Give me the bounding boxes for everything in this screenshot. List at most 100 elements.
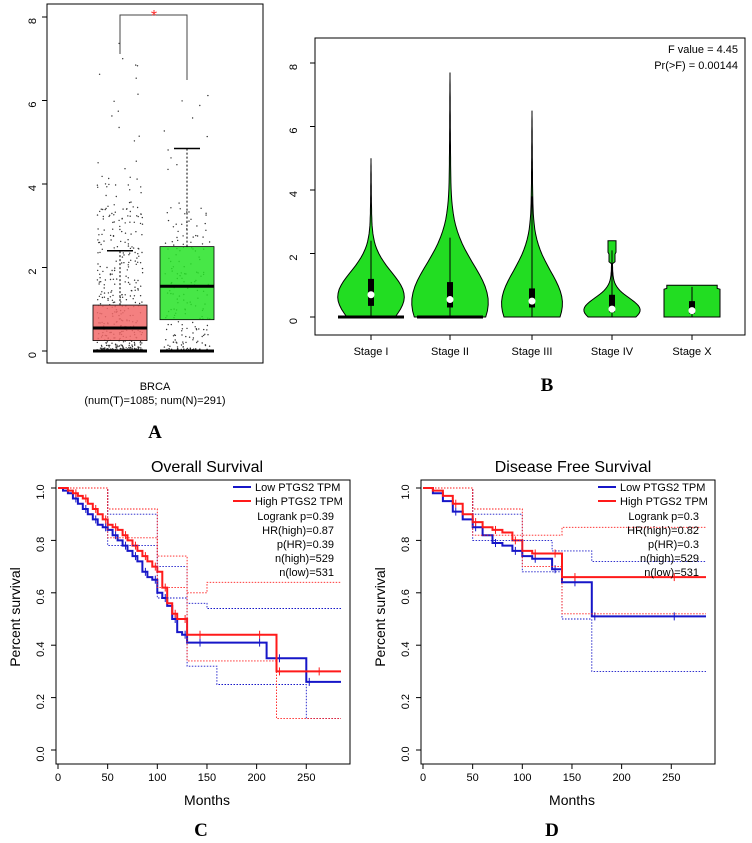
panel-a-point [189, 347, 191, 349]
panel-a-point [133, 341, 136, 344]
km-stat-2: p(HR)=0.39 [277, 539, 334, 551]
panel-a-point [203, 334, 205, 337]
panel-a-point [137, 279, 139, 282]
panel-a-point [111, 273, 113, 275]
panel-a-frame [46, 3, 264, 364]
panel-a-point [97, 263, 99, 265]
panel-d-xlabel: Months [549, 792, 595, 808]
km-ytick-label: 0.6 [400, 589, 412, 604]
panel-a-point [126, 269, 128, 271]
km-stat-3: n(high)=529 [640, 553, 699, 565]
panel-a-point [132, 247, 135, 249]
panel-b-xtick-label: Stage IV [591, 346, 634, 358]
panel-a-point [111, 299, 114, 301]
panel-a-point [100, 344, 103, 347]
panel-a-point [104, 279, 107, 281]
panel-d-title: Disease Free Survival [495, 459, 652, 476]
panel-a-point [137, 93, 139, 95]
panel-a-point [140, 213, 142, 215]
panel-a-point [176, 164, 178, 166]
panel-a-point [103, 284, 106, 286]
panel-a-point [205, 214, 207, 216]
panel-a-point [127, 266, 130, 268]
panel-a-point [117, 110, 120, 112]
panel-a-point [188, 211, 190, 213]
panel-a-point [127, 277, 129, 279]
panel-a-point [124, 222, 126, 224]
panel-a-point [181, 100, 183, 102]
panel-a-point [96, 341, 99, 344]
panel-a-point [131, 290, 133, 292]
panel-a-point [141, 267, 144, 270]
panel-b-median [446, 296, 454, 304]
panel-a-point [196, 235, 199, 237]
panel-a-point [137, 261, 139, 263]
panel-b-ytick-label: 2 [288, 254, 300, 260]
panel-a-point [99, 251, 101, 254]
panel-a-point [124, 232, 127, 234]
panel-a-point [165, 339, 167, 341]
panel-a-point [125, 299, 128, 301]
panel-a-ytick-label: 8 [27, 18, 39, 24]
panel-a-point [99, 277, 101, 279]
panel-a-point [182, 235, 184, 237]
panel-a-point [135, 160, 137, 162]
panel-a-point [97, 228, 99, 230]
panel-a-point [114, 283, 116, 285]
panel-a-point [171, 241, 173, 243]
panel-a-point [122, 341, 125, 343]
panel-label-b: B [541, 375, 554, 396]
panel-a-point [97, 299, 99, 301]
panel-a-point [206, 135, 208, 138]
km-legend-low: Low PTGS2 TPM [620, 482, 705, 494]
panel-a-point [105, 344, 108, 347]
panel-b-median [608, 305, 616, 313]
panel-a-point [113, 221, 115, 223]
panel-a-point [196, 225, 198, 227]
panel-b-xtick-label: Stage X [672, 346, 712, 358]
panel-a-point [120, 301, 122, 303]
panel-a-point [115, 195, 118, 198]
panel-a-point [137, 215, 139, 218]
panel-a-point [123, 254, 125, 256]
panel-a-point [139, 262, 142, 264]
panel-b-violin: 0 2 4 6 8 Stage I Stage II Stage III Stage IV Sta… [288, 37, 746, 396]
panel-a-point [205, 212, 207, 214]
panel-a-point [202, 236, 204, 238]
panel-a-xlabel-2: (num(T)=1085; num(N)=291) [84, 395, 225, 407]
panel-b-violin-1 [337, 158, 405, 318]
panel-a-point [109, 234, 112, 237]
panel-a-point [109, 344, 111, 347]
km-stat-2: p(HR)=0.3 [648, 539, 699, 551]
panel-a-point [140, 186, 142, 188]
panel-b-median [367, 291, 375, 299]
panel-a-point [107, 205, 109, 207]
panel-a-point [116, 344, 118, 346]
panel-a-point [139, 295, 142, 297]
panel-a-point [97, 269, 99, 272]
panel-b-xtick-label: Stage III [512, 346, 553, 358]
panel-a-boxplot: * 0 2 4 6 8 BRCA (num(T)=1085; num(N)=291) A [27, 3, 264, 443]
panel-a-point [108, 346, 110, 348]
panel-a-point [136, 206, 139, 209]
panel-a-point [115, 346, 117, 348]
km-ytick-label: 0.0 [400, 746, 412, 761]
km-ytick-label: 0.2 [35, 694, 47, 709]
panel-a-point [177, 321, 180, 323]
panel-c-ylabel: Percent survival [7, 567, 23, 667]
panel-a-point [134, 343, 136, 345]
panel-a-point [122, 347, 125, 350]
panel-a-point [111, 342, 113, 344]
km-xtick-label: 0 [55, 772, 61, 784]
panel-a-point [114, 211, 117, 213]
panel-label-a: A [148, 422, 162, 443]
panel-a-point [177, 239, 179, 242]
panel-a-point [96, 184, 99, 186]
panel-a-point [124, 281, 126, 283]
panel-a-point [198, 328, 200, 330]
panel-a-point [141, 272, 144, 274]
km-ytick-label: 0.8 [35, 537, 47, 552]
panel-a-point [97, 239, 99, 241]
km-xtick-label: 150 [563, 772, 581, 784]
panel-a-point [163, 346, 166, 348]
